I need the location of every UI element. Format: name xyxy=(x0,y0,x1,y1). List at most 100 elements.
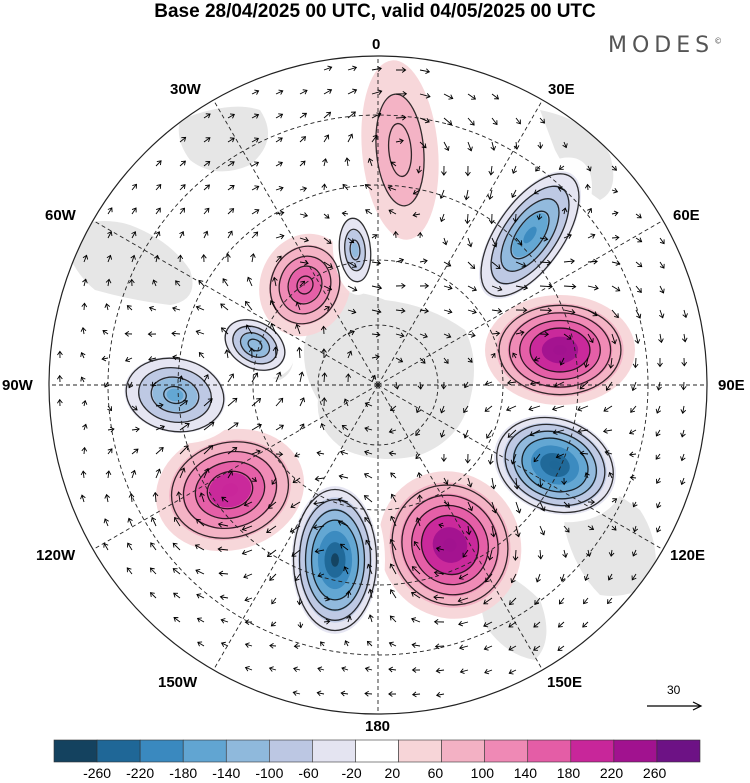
anomaly-blue-60w xyxy=(215,311,295,379)
wind-vector xyxy=(217,546,229,553)
wind-vector xyxy=(656,477,661,484)
wind-vector xyxy=(179,160,186,167)
colorbar-swatch xyxy=(570,739,615,763)
wind-vector xyxy=(251,423,262,431)
wind-vector xyxy=(299,136,307,143)
wind-vector xyxy=(341,210,349,217)
wind-vector xyxy=(681,357,688,367)
lon-label-150w: 150W xyxy=(158,674,198,691)
wind-vector xyxy=(107,207,113,215)
wind-vector xyxy=(248,347,255,359)
wind-vector xyxy=(411,566,421,575)
map-boundary xyxy=(48,55,708,715)
wind-vector xyxy=(270,323,277,335)
wind-vector xyxy=(203,184,211,191)
wind-vector xyxy=(411,617,421,623)
wind-vector xyxy=(155,160,162,167)
wind-vector xyxy=(417,231,423,239)
colorbar-swatch xyxy=(225,739,270,763)
wind-vector xyxy=(511,189,517,198)
wind-vector xyxy=(390,161,397,167)
wind-vector xyxy=(419,333,428,339)
land-patch xyxy=(178,106,268,172)
wind-vector xyxy=(194,544,205,551)
colorbar-swatch xyxy=(53,739,98,763)
wind-vector xyxy=(587,284,599,291)
wind-vector xyxy=(224,349,231,359)
wind-vector xyxy=(395,282,406,289)
wind-vector xyxy=(203,160,211,167)
wind-vector xyxy=(681,333,688,343)
wind-vector xyxy=(299,397,305,407)
colorbar xyxy=(53,739,701,763)
wind-vector xyxy=(316,450,325,457)
wind-vector xyxy=(147,331,157,337)
land-patch xyxy=(60,221,193,305)
wind-vector xyxy=(563,233,572,239)
wind-vector xyxy=(488,213,495,225)
wind-vector xyxy=(465,165,471,177)
wind-vector xyxy=(179,207,185,215)
wind-vector xyxy=(534,597,541,605)
wind-vector xyxy=(203,374,209,383)
wind-vector xyxy=(269,642,277,649)
wind-vector xyxy=(515,330,525,336)
wind-vector xyxy=(462,549,469,558)
wind-vector xyxy=(511,165,518,174)
wind-vector xyxy=(585,549,592,558)
wind-vector xyxy=(491,117,498,126)
wind-vector xyxy=(323,261,333,268)
wind-vector xyxy=(459,644,469,651)
wind-vector xyxy=(389,538,397,551)
wind-vector xyxy=(488,165,495,176)
wind-vector xyxy=(347,65,358,72)
wind-vector xyxy=(390,589,397,599)
wind-vector xyxy=(275,424,284,431)
wind-vector xyxy=(533,645,541,651)
wind-vector xyxy=(251,477,257,482)
wind-vector xyxy=(490,141,497,151)
wind-vector xyxy=(659,237,665,245)
wind-vector xyxy=(390,493,397,503)
wind-vector xyxy=(491,285,503,292)
wind-vector xyxy=(443,261,452,267)
wind-vector xyxy=(200,254,207,263)
wind-vector xyxy=(179,423,190,431)
wind-vector xyxy=(338,473,349,480)
wind-vector xyxy=(602,428,613,434)
wind-vector xyxy=(611,260,621,266)
wind-vector xyxy=(198,352,205,359)
contour-lines xyxy=(125,93,622,632)
wind-vector xyxy=(198,279,205,287)
wind-vector xyxy=(131,448,139,455)
wind-vector xyxy=(632,525,639,533)
wind-vector xyxy=(579,381,589,390)
wind-vector xyxy=(487,453,494,465)
wind-vector xyxy=(467,141,473,152)
wind-vector xyxy=(631,381,637,392)
wind-vector xyxy=(515,501,522,514)
wind-vector xyxy=(611,498,618,504)
wind-vector xyxy=(299,280,306,287)
wind-vector xyxy=(290,501,301,509)
wind-vector xyxy=(458,620,469,627)
wind-vector xyxy=(611,309,619,319)
wind-vector xyxy=(316,690,325,697)
wind-vector xyxy=(441,453,447,462)
wind-vector xyxy=(269,300,277,311)
wind-vector xyxy=(632,501,638,508)
wind-vector xyxy=(270,621,277,627)
wind-vector xyxy=(321,348,327,359)
wind-vector xyxy=(395,67,407,73)
wind-vector xyxy=(411,667,421,673)
wind-vector xyxy=(371,284,383,291)
colorbar-swatch xyxy=(441,739,485,763)
wind-vector xyxy=(172,568,181,575)
wind-vector xyxy=(289,525,301,533)
lon-label-60w: 60W xyxy=(45,207,76,224)
wind-vector xyxy=(127,542,133,551)
wind-vector xyxy=(343,566,349,575)
wind-vector xyxy=(680,405,687,415)
brand-logo: MODES© xyxy=(608,33,722,58)
wind-vector xyxy=(320,422,326,431)
